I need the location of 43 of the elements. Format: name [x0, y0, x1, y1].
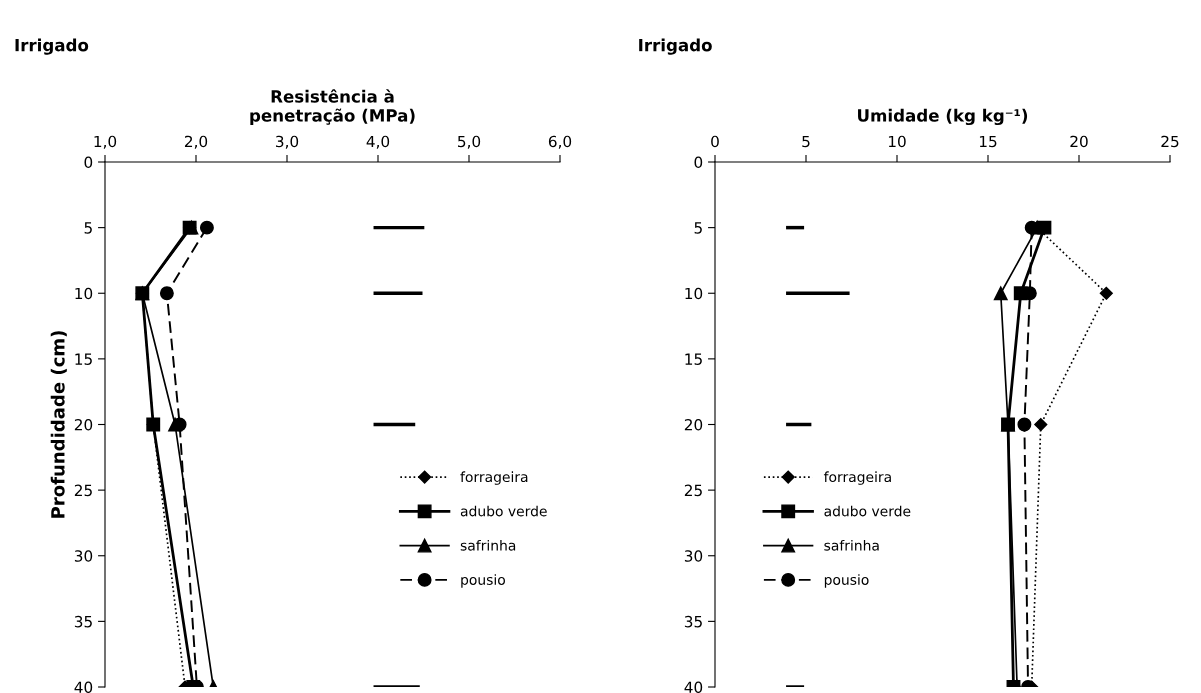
y-tick-label: 30: [74, 550, 93, 562]
legend-label: forrageira: [823, 471, 891, 485]
legend-label: safrinha: [460, 539, 516, 551]
x-tick-label: 6,0: [548, 135, 572, 149]
x-axis-title: Umidade (kg kg⁻¹): [858, 108, 1028, 126]
y-tick-label: 30: [684, 550, 703, 562]
y-tick-label: 5: [84, 222, 92, 234]
y-tick-label: 5: [694, 222, 702, 234]
y-tick-label: 40: [74, 681, 93, 693]
legend-label: forrageira: [460, 471, 528, 485]
x-axis-title: Resistência à penetração (MPa): [250, 89, 415, 125]
legend-label: adubo verde: [460, 505, 547, 517]
y-tick-label: 15: [685, 353, 702, 365]
chart-title: Irrigado: [15, 38, 89, 55]
x-tick-label: 5,0: [458, 135, 481, 149]
legend-label: pousio: [824, 574, 869, 588]
x-tick-label: 2,0: [184, 135, 208, 149]
y-tick-label: 0: [84, 156, 93, 169]
y-tick-label: 20: [74, 418, 93, 431]
x-tick-label: 15: [979, 135, 997, 148]
x-tick-label: 4,0: [366, 135, 390, 149]
x-tick-label: 20: [1070, 135, 1088, 148]
y-tick-label: 20: [684, 418, 703, 431]
y-tick-label: 25: [74, 484, 92, 497]
legend-label: safrinha: [824, 539, 879, 551]
y-tick-label: 15: [75, 353, 92, 365]
x-tick-label: 0: [711, 135, 719, 148]
chart-title: Irrigado: [639, 38, 712, 55]
y-tick-label: 25: [684, 484, 702, 497]
y-tick-label: 10: [75, 287, 93, 300]
x-tick-label: 10: [888, 135, 906, 148]
y-tick-label: 0: [694, 156, 703, 169]
y-tick-label: 40: [684, 681, 703, 693]
y-tick-label: 10: [685, 287, 703, 300]
legend-label: pousio: [461, 574, 505, 588]
y-tick-label: 35: [684, 615, 702, 628]
x-tick-label: 3,0: [276, 135, 299, 149]
x-tick-label: 1,0: [94, 135, 117, 149]
legend-label: adubo verde: [824, 505, 911, 517]
y-axis-title: Profundidade (cm): [50, 331, 67, 518]
x-tick-label: 5: [802, 135, 810, 148]
y-tick-label: 35: [74, 615, 92, 628]
x-tick-label: 25: [1161, 135, 1179, 148]
